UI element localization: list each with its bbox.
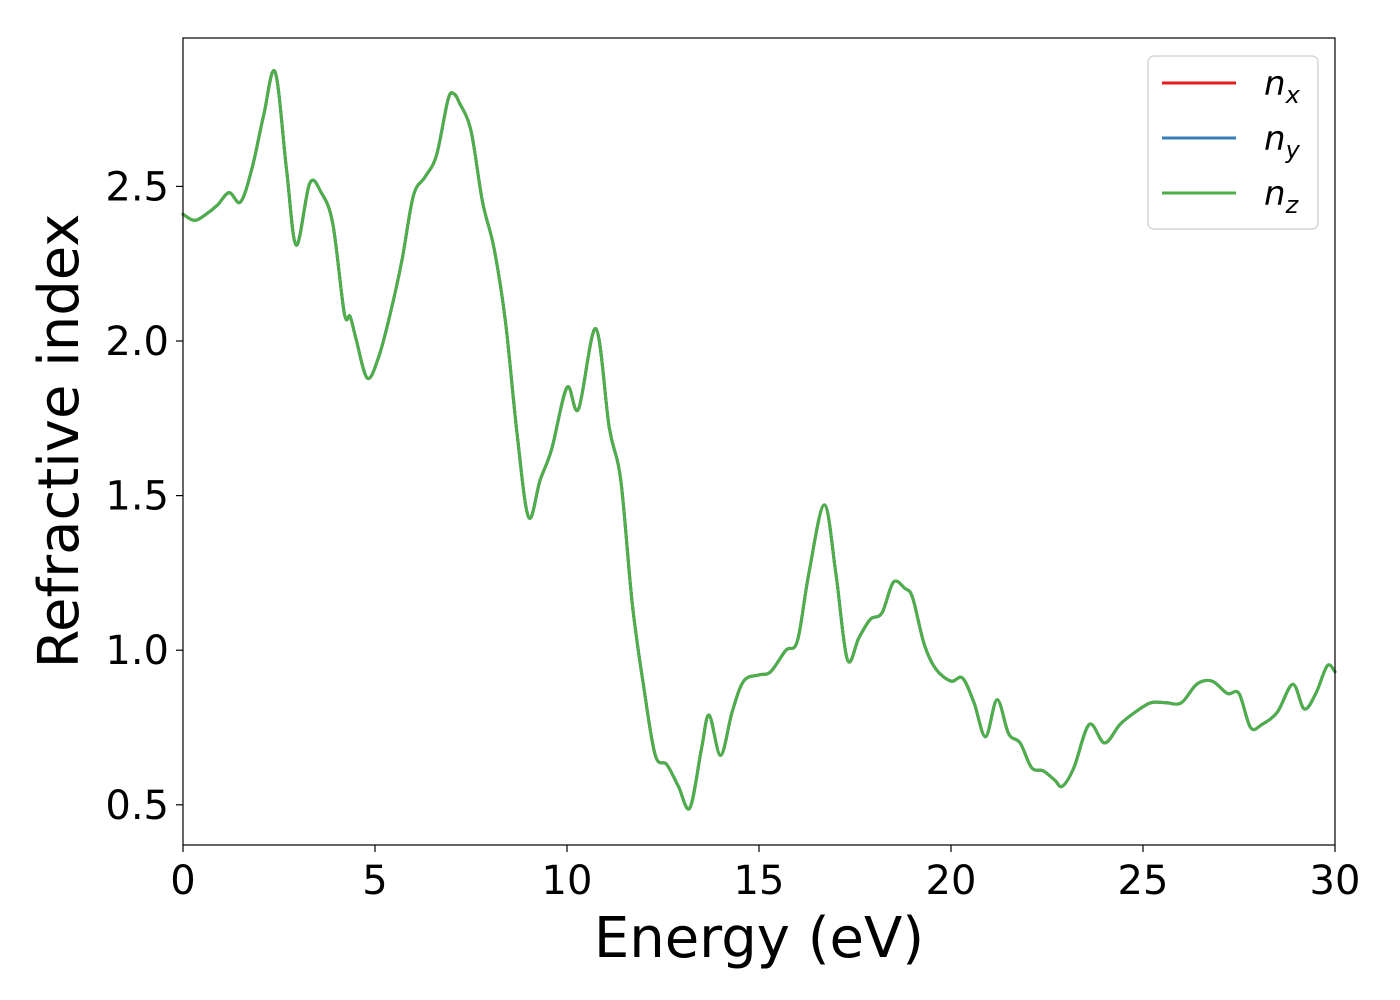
series-layer xyxy=(181,69,1337,811)
plot-area xyxy=(181,37,1337,846)
y-tick-label: 1.0 xyxy=(105,628,169,674)
x-tick-label: 0 xyxy=(170,858,195,904)
y-tick-label: 2.5 xyxy=(105,164,169,210)
x-tick-label: 10 xyxy=(542,858,593,904)
x-tick-label: 25 xyxy=(1118,858,1169,904)
legend: nx ny nz xyxy=(1147,55,1319,230)
y-axis-ticks: 0.5 1.0 1.5 2.0 2.5 xyxy=(105,164,183,829)
y-tick-label: 0.5 xyxy=(105,783,169,829)
y-tick-label: 2.0 xyxy=(105,319,169,365)
x-axis-label: Energy (eV) xyxy=(594,906,924,971)
legend-label-ny: ny xyxy=(1264,119,1301,164)
x-tick-label: 5 xyxy=(362,858,387,904)
legend-label-nx: nx xyxy=(1264,64,1301,109)
legend-box xyxy=(1147,55,1319,230)
x-tick-label: 30 xyxy=(1310,858,1361,904)
y-tick-label: 1.5 xyxy=(105,474,169,520)
x-tick-label: 15 xyxy=(734,858,785,904)
legend-items: nx ny nz xyxy=(1162,64,1301,219)
x-axis-ticks: 0 5 10 15 20 25 30 xyxy=(170,845,1360,904)
legend-label-nz: nz xyxy=(1264,174,1300,219)
series-line-nz xyxy=(181,69,1337,811)
x-tick-label: 20 xyxy=(926,858,977,904)
y-axis-label: Refractive index xyxy=(27,214,92,669)
